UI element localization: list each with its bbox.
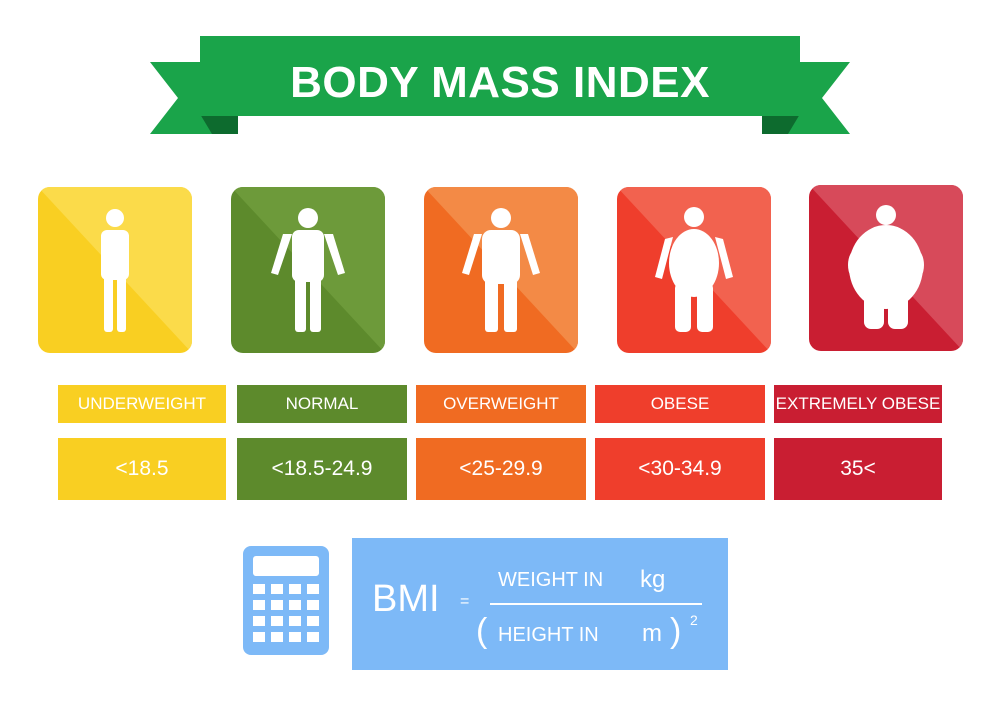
range-underweight: <18.5 (58, 438, 226, 500)
numerator-text: WEIGHT IN (498, 569, 604, 591)
label-obese: OBESE (595, 385, 765, 423)
thin-person-icon (101, 209, 129, 332)
page-title: BODY MASS INDEX (290, 58, 710, 107)
numerator-unit: kg (640, 566, 666, 593)
tile-overweight (424, 187, 578, 353)
ribbon-band (200, 36, 800, 116)
denominator-text: HEIGHT IN (498, 624, 599, 646)
overweight-person-icon (462, 208, 540, 332)
ribbon-left-fold (200, 114, 238, 134)
label-overweight: OVERWEIGHT (416, 385, 586, 423)
calculator-icon (243, 546, 329, 655)
obese-person-icon (655, 207, 733, 332)
title-ribbon (150, 36, 850, 134)
tile-obese (617, 187, 771, 353)
exponent: 2 (690, 612, 698, 628)
extremely-obese-person-icon (848, 205, 924, 329)
range-overweight: <25-29.9 (416, 438, 586, 500)
normal-person-icon (271, 208, 345, 332)
label-normal: NORMAL (237, 385, 407, 423)
ribbon-right-tail (788, 62, 850, 134)
open-paren: ( (476, 612, 488, 650)
equals-sign: = (460, 593, 470, 610)
fraction-bar (490, 603, 702, 605)
ribbon-left-tail (150, 62, 212, 134)
tile-normal (231, 187, 385, 353)
ribbon-right-fold (762, 114, 800, 134)
tile-underweight (38, 187, 192, 353)
range-obese: <30-34.9 (595, 438, 765, 500)
close-paren: ) (670, 612, 682, 650)
bmi-symbol: BMI (372, 578, 440, 620)
range-normal: <18.5-24.9 (237, 438, 407, 500)
denominator-unit: m (642, 620, 662, 647)
label-underweight: UNDERWEIGHT (58, 385, 226, 423)
label-extremely-obese: EXTREMELY OBESE (774, 385, 942, 423)
tile-extremely-obese (809, 185, 963, 351)
range-extremely-obese: 35< (774, 438, 942, 500)
